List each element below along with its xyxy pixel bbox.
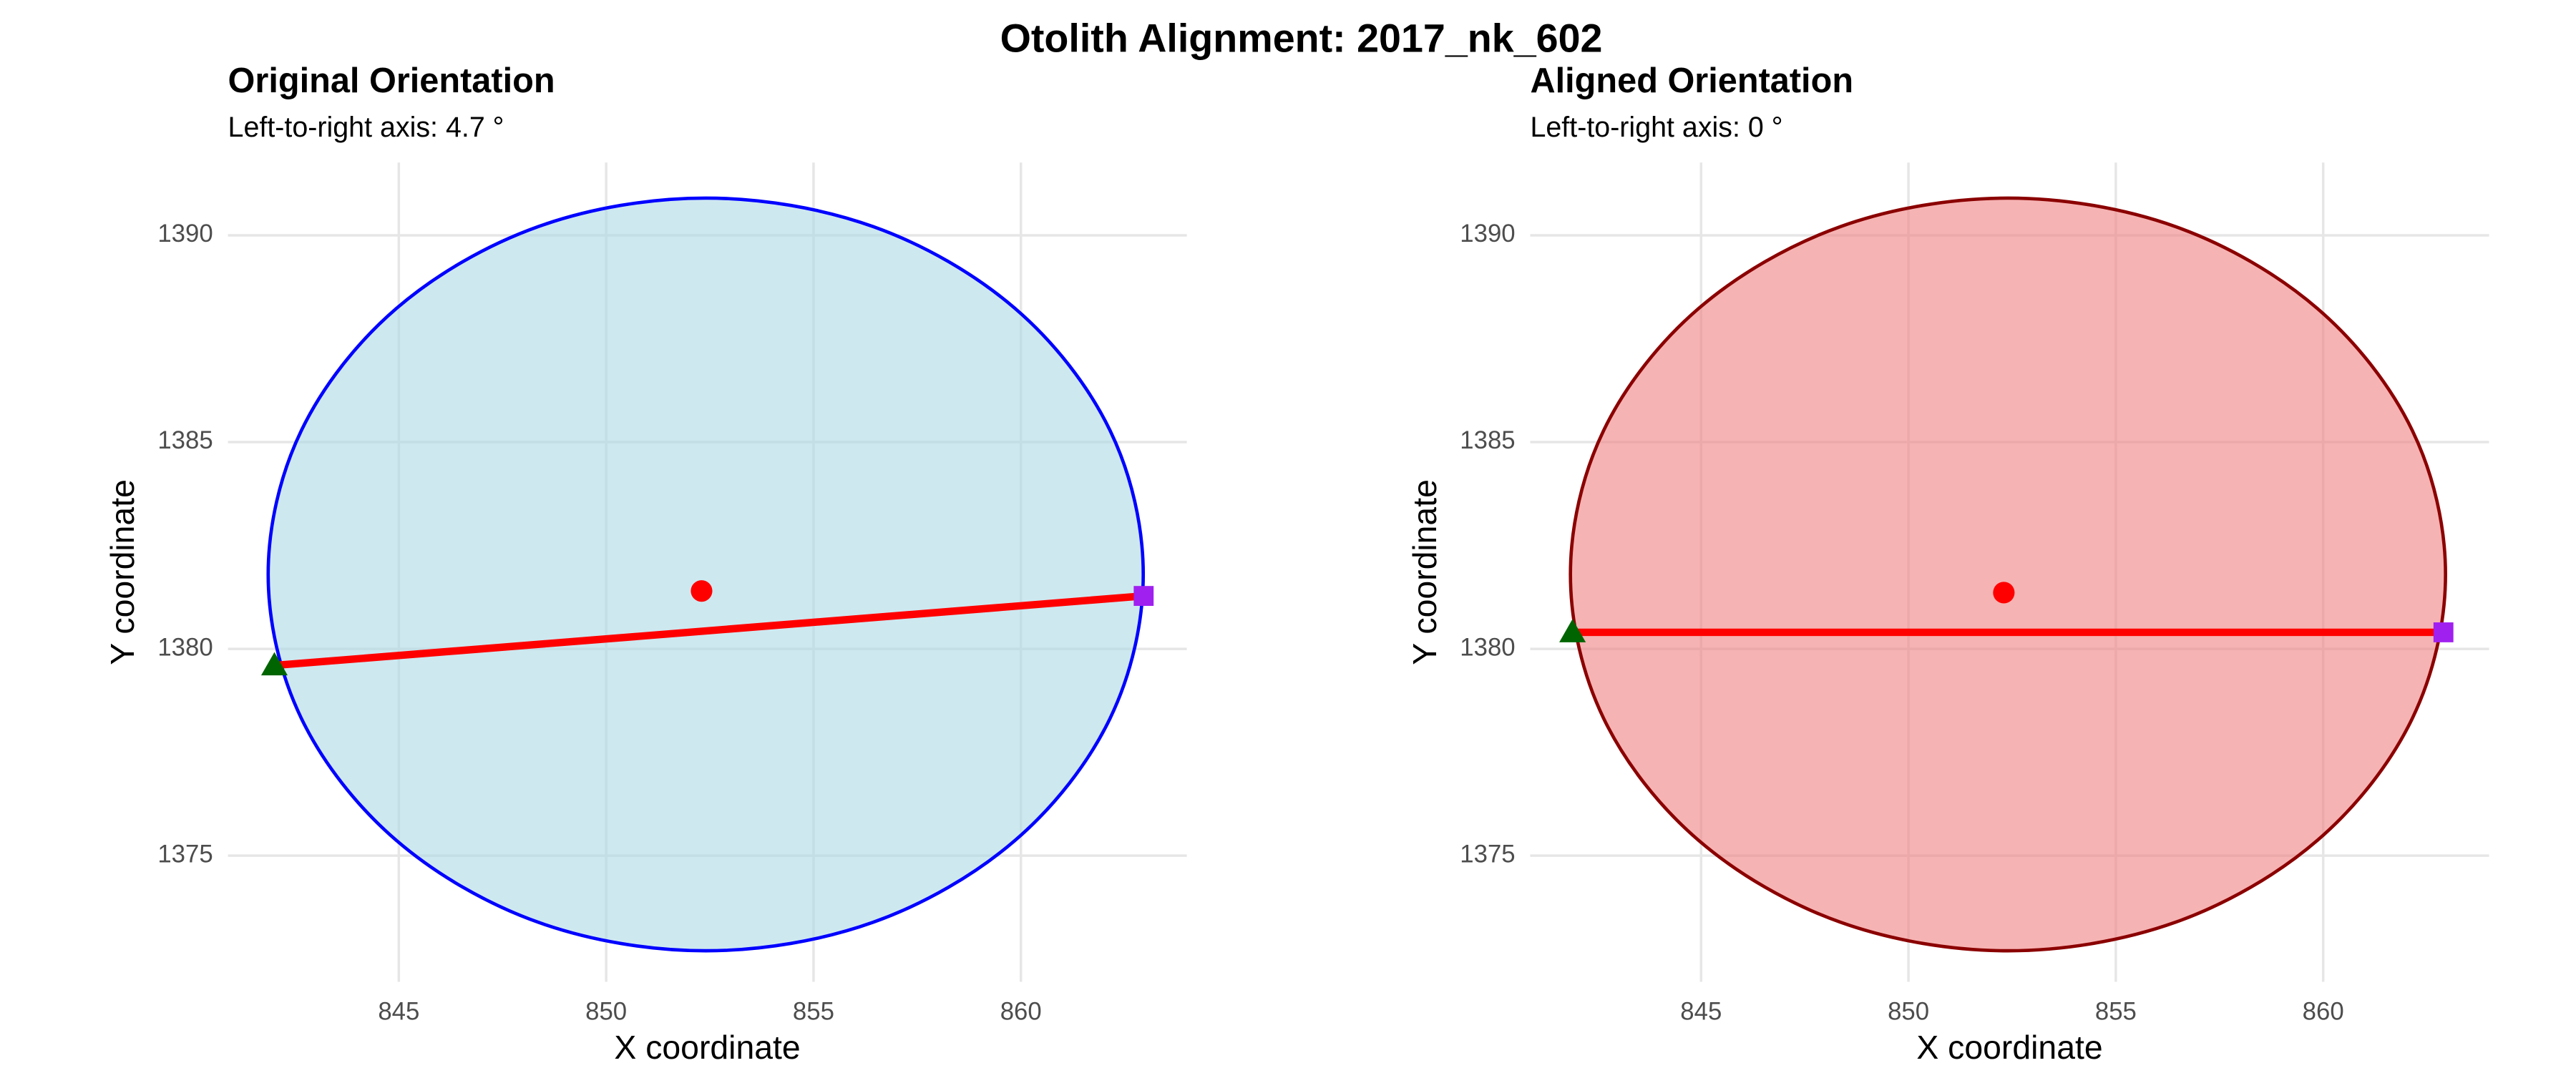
- figure-title: Otolith Alignment: 2017_nk_602: [1000, 16, 1603, 61]
- x-tick-label: 860: [1000, 999, 1042, 1026]
- x-tick-label: 850: [585, 999, 627, 1026]
- x-tick-label: 855: [793, 999, 834, 1026]
- otolith-outline: [1568, 196, 2447, 953]
- panel-title: Original Orientation: [228, 62, 555, 100]
- y-tick-label: 1380: [1460, 634, 1515, 661]
- otolith-outline: [266, 196, 1146, 953]
- y-axis-label: Y coordinate: [104, 479, 141, 665]
- x-axis-label: X coordinate: [1916, 1029, 2102, 1066]
- y-tick-label: 1375: [1460, 841, 1515, 868]
- y-tick-label: 1385: [1460, 427, 1515, 454]
- x-tick-label: 845: [1680, 999, 1722, 1026]
- y-tick-label: 1380: [157, 634, 213, 661]
- axis-line: [274, 592, 1144, 670]
- centroid: [691, 580, 713, 602]
- end-point: [1133, 586, 1154, 606]
- y-tick-label: 1375: [157, 841, 213, 868]
- start-point: [260, 652, 288, 676]
- x-tick-label: 850: [1888, 999, 1929, 1026]
- centroid: [1993, 582, 2015, 604]
- x-tick-label: 860: [2303, 999, 2344, 1026]
- panel-subtitle: Left-to-right axis: 4.7 °: [228, 112, 504, 143]
- y-axis-label: Y coordinate: [1406, 479, 1443, 665]
- panel-subtitle: Left-to-right axis: 0 °: [1530, 112, 1782, 143]
- x-tick-label: 855: [2095, 999, 2137, 1026]
- y-tick-label: 1390: [1460, 220, 1515, 248]
- start-point: [1559, 619, 1586, 642]
- panel-title: Aligned Orientation: [1530, 62, 1853, 100]
- y-tick-label: 1390: [157, 220, 213, 248]
- x-tick-label: 845: [378, 999, 419, 1026]
- end-point: [2433, 622, 2454, 642]
- x-axis-label: X coordinate: [614, 1029, 800, 1066]
- y-tick-label: 1385: [157, 427, 213, 454]
